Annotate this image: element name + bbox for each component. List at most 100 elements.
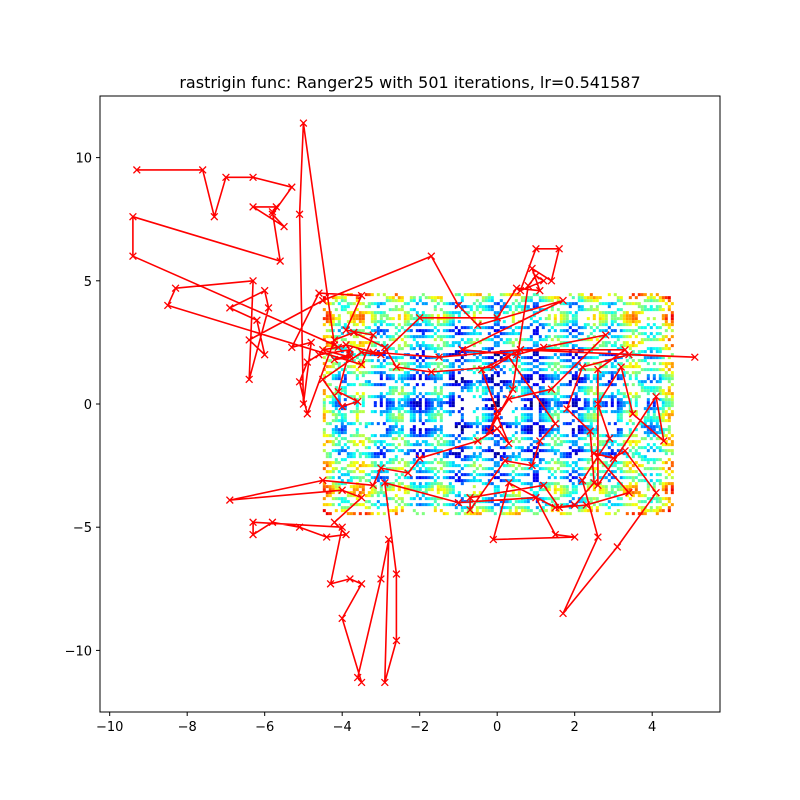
contour-cell (670, 323, 674, 327)
contour-cell (325, 494, 329, 498)
contour-cell (628, 491, 632, 495)
contour-cell (427, 497, 431, 501)
contour-cell (439, 413, 443, 417)
contour-cell (424, 377, 428, 381)
contour-cell (508, 308, 512, 312)
contour-cell (664, 413, 668, 417)
contour-cell (340, 338, 344, 342)
data-point-marker (609, 454, 618, 463)
contour-cell (622, 434, 626, 438)
contour-cell (577, 296, 581, 300)
contour-cell (493, 455, 497, 459)
contour-cell (322, 392, 326, 396)
contour-cell (385, 329, 389, 333)
contour-cell (355, 410, 359, 414)
contour-cell (511, 455, 515, 459)
data-point-marker (690, 353, 699, 362)
contour-cell (361, 323, 365, 327)
contour-cell (433, 446, 437, 450)
contour-cell (421, 422, 425, 426)
contour-cell (478, 422, 482, 426)
contour-cell (361, 488, 365, 492)
contour-cell (526, 374, 530, 378)
contour-cell (640, 368, 644, 372)
contour-cell (475, 308, 479, 312)
contour-cell (562, 470, 566, 474)
contour-cell (556, 362, 560, 366)
contour-cell (637, 452, 641, 456)
contour-cell (619, 347, 623, 351)
contour-cell (658, 479, 662, 483)
data-point-marker (357, 360, 366, 369)
contour-cell (625, 422, 629, 426)
contour-cell (643, 332, 647, 336)
contour-cell (463, 341, 467, 345)
contour-cell (565, 335, 569, 339)
contour-cell (595, 308, 599, 312)
contour-cell (487, 386, 491, 390)
contour-cell (478, 341, 482, 345)
contour-cell (370, 470, 374, 474)
contour-cell (451, 311, 455, 315)
contour-cell (601, 503, 605, 507)
contour-cell (388, 335, 392, 339)
contour-cell (664, 434, 668, 438)
contour-cell (409, 314, 413, 318)
contour-cell (631, 494, 635, 498)
contour-cell (415, 461, 419, 465)
contour-cell (463, 386, 467, 390)
contour-cell (439, 485, 443, 489)
contour-cell (637, 350, 641, 354)
contour-cell (580, 419, 584, 423)
contour-cell (610, 344, 614, 348)
contour-cell (622, 317, 626, 321)
contour-cell (523, 356, 527, 360)
contour-cell (361, 317, 365, 321)
contour-cell (544, 503, 548, 507)
contour-cell (430, 410, 434, 414)
contour-cell (433, 467, 437, 471)
contour-cell (631, 491, 635, 495)
contour-cell (439, 443, 443, 447)
contour-cell (403, 311, 407, 315)
contour-cell (598, 470, 602, 474)
contour-cell (424, 320, 428, 324)
contour-cell (637, 395, 641, 399)
contour-cell (355, 398, 359, 402)
contour-cell (496, 404, 500, 408)
contour-cell (523, 428, 527, 432)
contour-cell (517, 512, 521, 516)
contour-cell (340, 428, 344, 432)
contour-cell (658, 482, 662, 486)
contour-cell (430, 404, 434, 408)
contour-cell (622, 470, 626, 474)
contour-cell (469, 305, 473, 309)
contour-cell (508, 332, 512, 336)
contour-cell (619, 344, 623, 348)
contour-cell (409, 443, 413, 447)
contour-cell (472, 314, 476, 318)
contour-cell (385, 323, 389, 327)
contour-cell (628, 344, 632, 348)
contour-cell (433, 392, 437, 396)
contour-cell (604, 491, 608, 495)
data-point-marker (295, 210, 304, 219)
contour-cell (427, 434, 431, 438)
contour-cell (442, 494, 446, 498)
contour-cell (391, 449, 395, 453)
contour-cell (622, 341, 626, 345)
contour-cell (658, 398, 662, 402)
contour-cell (448, 371, 452, 375)
contour-cell (355, 296, 359, 300)
contour-cell (379, 317, 383, 321)
contour-cell (343, 299, 347, 303)
contour-cell (409, 401, 413, 405)
contour-cell (637, 383, 641, 387)
contour-cell (592, 308, 596, 312)
contour-cell (562, 302, 566, 306)
contour-cell (535, 383, 539, 387)
contour-cell (436, 428, 440, 432)
contour-cell (376, 494, 380, 498)
contour-cell (502, 479, 506, 483)
contour-cell (382, 491, 386, 495)
